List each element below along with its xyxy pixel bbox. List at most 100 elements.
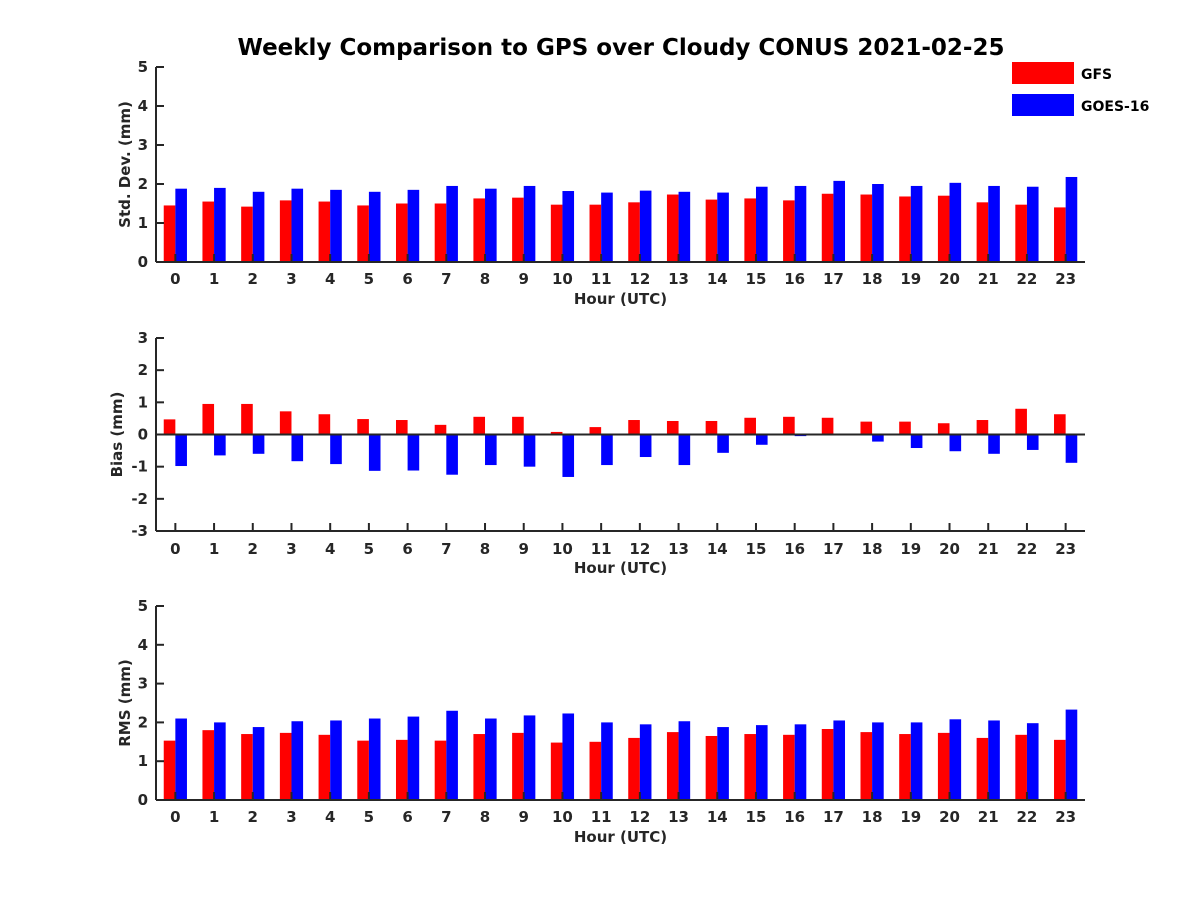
bar-gfs-hour-23 [1054,207,1066,262]
bar-goes16-hour-0 [175,434,187,467]
bar-goes16-hour-5 [368,718,381,800]
bar-gfs-hour-4 [318,414,331,435]
y-axis-label: Bias (mm) [108,392,126,478]
y-tick-label: -2 [131,490,148,508]
x-tick-label: 20 [939,808,960,826]
x-tick-label: 3 [286,270,296,288]
x-tick-label: 15 [746,808,767,826]
chart-title: Weekly Comparison to GPS over Cloudy CON… [238,35,1005,61]
bar-gfs-hour-23 [1054,414,1066,435]
x-tick-label: 3 [286,540,296,558]
bar-gfs-hour-8 [473,734,486,800]
x-tick-label: 3 [286,808,296,826]
y-tick-label: 2 [138,175,148,193]
x-axis-label: Hour (UTC) [574,559,667,577]
bar-gfs-hour-2 [241,734,253,800]
bar-goes16-hour-19 [910,185,923,262]
bar-gfs-hour-11 [589,741,602,800]
x-tick-label: 22 [1017,540,1038,558]
bar-gfs-hour-19 [899,734,911,800]
bar-goes16-hour-18 [872,184,884,262]
bar-goes16-hour-2 [252,191,265,262]
y-tick-label: 0 [138,791,148,809]
bar-goes16-hour-7 [446,434,458,475]
bar-gfs-hour-15 [744,198,756,262]
bar-gfs-hour-14 [705,735,718,800]
bar-gfs-hour-2 [241,403,253,435]
bar-goes16-hour-15 [755,434,768,445]
bar-goes16-hour-16 [794,724,807,800]
bar-goes16-hour-15 [755,725,768,800]
bar-goes16-hour-18 [872,434,884,442]
y-tick-label: 1 [138,393,148,411]
y-tick-label: 4 [138,97,148,115]
bar-gfs-hour-20 [937,195,950,262]
x-tick-label: 13 [668,270,689,288]
bar-goes16-hour-22 [1026,723,1039,800]
x-tick-label: 11 [591,540,612,558]
x-tick-label: 17 [823,540,844,558]
bar-gfs-hour-18 [860,732,873,800]
x-tick-label: 18 [862,270,883,288]
x-tick-label: 0 [170,270,180,288]
x-tick-label: 7 [441,540,451,558]
bar-goes16-hour-12 [639,724,652,800]
bar-gfs-hour-6 [395,420,408,435]
bar-gfs-hour-19 [899,421,911,435]
x-tick-label: 12 [629,540,650,558]
bar-gfs-hour-17 [821,729,834,800]
x-tick-label: 16 [784,270,805,288]
y-tick-label: 3 [138,136,148,154]
bar-goes16-hour-5 [368,191,381,262]
bar-gfs-hour-11 [589,427,602,435]
x-tick-label: 14 [707,270,728,288]
bar-gfs-hour-0 [163,205,176,262]
bar-goes16-hour-9 [523,185,536,262]
x-tick-label: 14 [707,808,728,826]
bar-goes16-hour-3 [291,721,304,800]
bar-gfs-hour-10 [550,742,563,800]
bar-goes16-hour-6 [407,716,420,800]
bar-goes16-hour-1 [214,434,226,456]
bar-gfs-hour-21 [976,420,989,435]
bar-goes16-hour-8 [485,434,497,466]
bar-goes16-hour-9 [523,715,536,800]
x-tick-label: 16 [784,808,805,826]
x-tick-label: 9 [519,808,529,826]
x-tick-label: 5 [364,270,374,288]
bar-gfs-hour-7 [434,740,447,800]
bar-gfs-hour-5 [357,419,369,435]
bar-gfs-hour-21 [976,202,989,262]
y-tick-label: 0 [138,253,148,271]
bar-goes16-hour-10 [562,191,575,262]
bar-gfs-hour-17 [821,417,834,435]
bar-goes16-hour-19 [910,722,923,800]
bar-goes16-hour-4 [330,189,342,262]
bar-gfs-hour-5 [357,740,369,800]
bar-goes16-hour-14 [717,727,729,800]
bar-goes16-hour-11 [601,192,613,262]
bar-gfs-hour-20 [937,732,950,800]
bar-gfs-hour-7 [434,424,447,435]
bar-goes16-hour-9 [523,434,536,467]
bar-goes16-hour-6 [407,434,420,471]
bar-goes16-hour-11 [601,722,613,800]
bar-gfs-hour-10 [550,204,563,262]
x-tick-label: 21 [978,808,999,826]
bar-gfs-hour-10 [550,431,563,435]
bar-gfs-hour-15 [744,734,756,800]
bar-goes16-hour-4 [330,434,342,465]
x-tick-label: 19 [900,540,921,558]
bar-goes16-hour-1 [214,722,226,800]
bar-gfs-hour-22 [1015,204,1027,262]
x-tick-label: 13 [668,808,689,826]
bar-goes16-hour-21 [988,185,1000,262]
x-tick-label: 0 [170,808,180,826]
bar-goes16-hour-13 [678,434,691,466]
bar-gfs-hour-12 [628,202,640,262]
y-tick-label: 3 [138,675,148,693]
x-tick-label: 2 [248,540,258,558]
